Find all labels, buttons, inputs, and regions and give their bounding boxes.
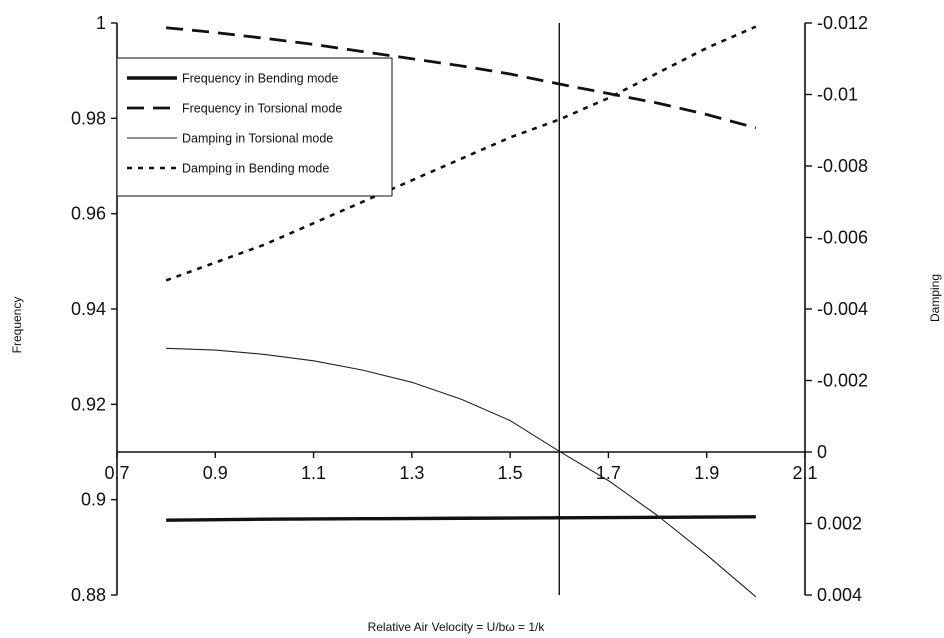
y-axis-title-left: Frequency bbox=[10, 297, 24, 354]
left-tick-label: 0.92 bbox=[71, 394, 106, 414]
legend: Frequency in Bending mode Frequency in To… bbox=[116, 57, 393, 197]
legend-label: Damping in Bending mode bbox=[182, 162, 329, 176]
x-tick-label: 2.1 bbox=[792, 463, 817, 483]
x-tick-label: 1.3 bbox=[399, 463, 424, 483]
right-tick-label: 0.002 bbox=[817, 514, 862, 534]
left-tick-label: 0.96 bbox=[71, 204, 106, 224]
y-axis-title-right: Damping bbox=[928, 274, 942, 322]
legend-label: Frequency in Bending mode bbox=[182, 72, 338, 86]
x-tick-label: 1.5 bbox=[498, 463, 523, 483]
series-line-damping-in-bending-mode bbox=[165, 25, 757, 282]
left-tick-label: 0.94 bbox=[71, 299, 106, 319]
legend-box bbox=[116, 57, 393, 197]
right-tick-label: -0.008 bbox=[817, 156, 868, 176]
left-tick-label: 0.98 bbox=[71, 108, 106, 128]
legend-label: Frequency in Torsional mode bbox=[182, 102, 342, 116]
x-tick-label: 0.7 bbox=[104, 463, 129, 483]
series-line-damping-in-torsional-mode bbox=[166, 347, 757, 598]
x-axis-title: Relative Air Velocity = U/bω = 1/k bbox=[368, 620, 546, 634]
right-tick-label: -0.006 bbox=[817, 228, 868, 248]
axes-layer: 1 0.98 0.96 0.94 0.92 0.9 0.88 -0.012 -0.01 -0.00… bbox=[71, 13, 868, 605]
left-tick-label: 0.9 bbox=[81, 490, 106, 510]
left-tick-label: 0.88 bbox=[71, 585, 106, 605]
x-tick-label: 1.1 bbox=[301, 463, 326, 483]
right-tick-label: -0.004 bbox=[817, 299, 868, 319]
series-line-frequency-in-bending-mode bbox=[166, 515, 756, 522]
right-tick-label: 0.004 bbox=[817, 585, 862, 605]
legend-label: Damping in Torsional mode bbox=[182, 132, 333, 146]
x-tick-label: 1.9 bbox=[694, 463, 719, 483]
right-tick-label: 0 bbox=[817, 442, 827, 462]
x-tick-label: 1.7 bbox=[596, 463, 621, 483]
left-tick-label: 1 bbox=[96, 13, 106, 33]
series-line-frequency-in-torsional-mode bbox=[166, 26, 757, 130]
series-layer bbox=[165, 25, 757, 598]
right-tick-label: -0.002 bbox=[817, 371, 868, 391]
right-tick-label: -0.012 bbox=[817, 13, 868, 33]
x-tick-label: 0.9 bbox=[203, 463, 228, 483]
right-tick-label: -0.01 bbox=[817, 85, 858, 105]
